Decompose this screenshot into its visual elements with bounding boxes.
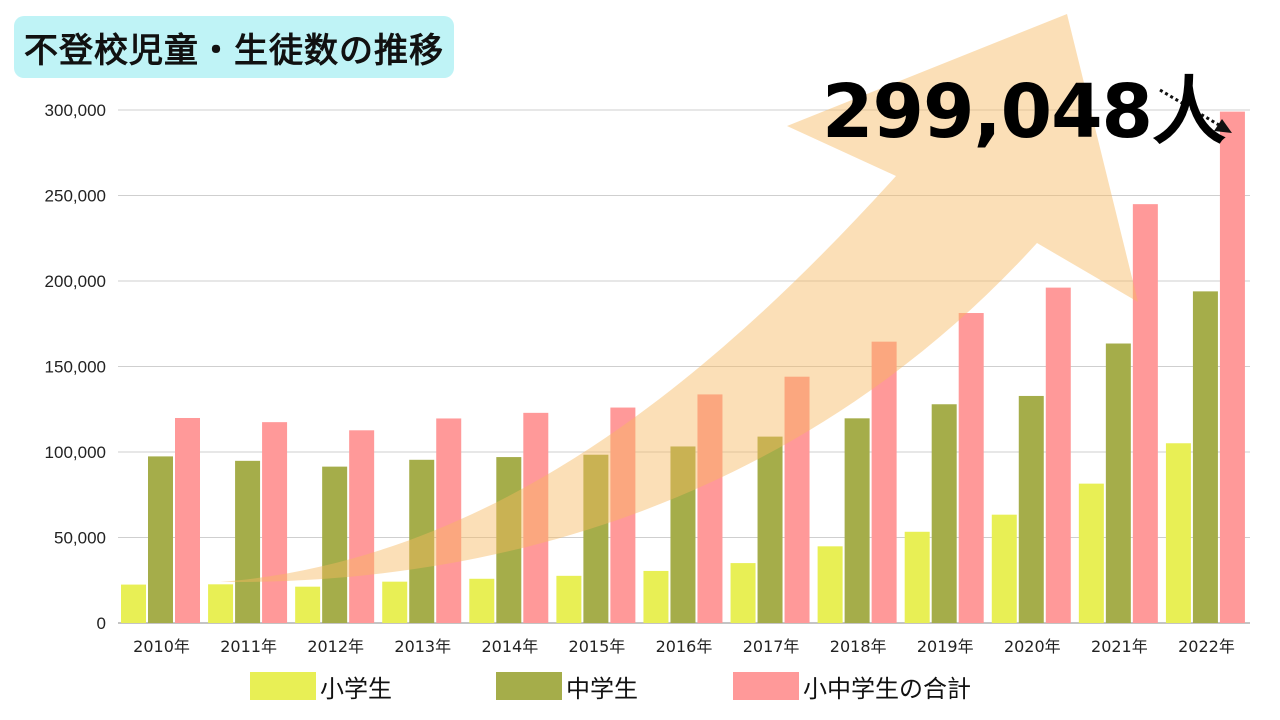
legend-swatch-total — [733, 672, 799, 700]
x-tick-label: 2022年 — [1178, 637, 1235, 656]
bar-elementary — [295, 586, 321, 623]
bar-junior — [322, 466, 348, 623]
bar-total — [871, 341, 897, 623]
dotted-arrow-head-icon — [1214, 119, 1232, 133]
bar-elementary — [556, 575, 582, 623]
bar-junior — [1105, 343, 1131, 623]
bar-total — [610, 407, 636, 623]
x-tick-label: 2016年 — [656, 637, 713, 656]
bar-junior — [496, 457, 522, 623]
bar-junior — [670, 446, 696, 623]
dotted-arrow-line — [1159, 88, 1225, 130]
bars — [121, 111, 1245, 624]
bar-elementary — [817, 546, 843, 623]
bar-total — [958, 313, 984, 623]
bar-junior — [409, 459, 435, 623]
bar-junior — [1018, 395, 1044, 623]
bar-elementary — [904, 531, 930, 623]
bar-total — [262, 422, 288, 623]
chart-title: 不登校児童・生徒数の推移 — [14, 16, 454, 78]
bar-elementary — [469, 578, 495, 623]
bar-total — [697, 394, 723, 623]
bar-junior — [235, 460, 261, 623]
x-tick-label: 2019年 — [917, 637, 974, 656]
y-tick-label: 0 — [97, 614, 106, 633]
x-tick-label: 2010年 — [133, 637, 190, 656]
bar-elementary — [1078, 483, 1104, 623]
y-tick-label: 150,000 — [45, 358, 106, 377]
bar-junior — [148, 456, 173, 623]
trend-arrow — [220, 14, 1138, 583]
legend-label-elementary: 小学生 — [320, 674, 392, 703]
total-annotation: 299,048人 — [822, 69, 1226, 155]
bar-junior — [1192, 291, 1218, 623]
bar-junior — [844, 418, 870, 623]
bar-elementary — [1165, 443, 1191, 623]
legend-swatch-elementary — [250, 672, 316, 700]
bar-elementary — [382, 581, 408, 623]
x-tick-label: 2015年 — [569, 637, 626, 656]
bar-elementary — [208, 584, 234, 623]
bar-elementary — [121, 584, 146, 623]
x-tick-label: 2018年 — [830, 637, 887, 656]
legend-item-total: 小中学生の合計 — [733, 664, 971, 708]
x-tick-label: 2011年 — [220, 637, 277, 656]
x-tick-label: 2012年 — [307, 637, 364, 656]
legend-item-junior: 中学生 — [496, 664, 638, 708]
legend-item-elementary: 小学生 — [250, 664, 392, 708]
x-tick-label: 2014年 — [481, 637, 538, 656]
x-tick-label: 2021年 — [1091, 637, 1148, 656]
x-tick-label: 2017年 — [743, 637, 800, 656]
bar-total — [349, 430, 375, 623]
bar-junior — [583, 454, 609, 623]
bar-total — [436, 418, 462, 623]
bar-elementary — [643, 570, 669, 623]
y-tick-label: 100,000 — [45, 443, 106, 462]
axes: 0 50,000 100,000 150,000 200,000 250,000 300,0… — [45, 101, 1235, 656]
legend-label-total: 小中学生の合計 — [803, 674, 971, 703]
bar-junior — [931, 404, 957, 623]
x-tick-label: 2020年 — [1004, 637, 1061, 656]
bar-total — [1045, 287, 1071, 623]
legend-swatch-junior — [496, 672, 562, 700]
bar-total — [523, 412, 549, 623]
bar-total — [1132, 204, 1158, 624]
y-tick-label: 50,000 — [54, 529, 106, 548]
total-pointer — [1159, 88, 1232, 133]
y-tick-label: 200,000 — [45, 272, 106, 291]
bar-elementary — [991, 514, 1017, 623]
legend-label-junior: 中学生 — [566, 674, 638, 703]
bar-elementary — [730, 563, 756, 623]
bar-total — [784, 376, 810, 623]
y-tick-label: 300,000 — [45, 101, 106, 120]
trend-arrow-icon — [220, 14, 1138, 583]
legend: 小学生 中学生 小中学生の合計 — [0, 664, 1280, 708]
bar-junior — [757, 436, 783, 623]
x-tick-label: 2013年 — [394, 637, 451, 656]
bar-total — [175, 417, 200, 623]
y-tick-label: 250,000 — [45, 187, 106, 206]
bar-total — [1219, 111, 1245, 623]
